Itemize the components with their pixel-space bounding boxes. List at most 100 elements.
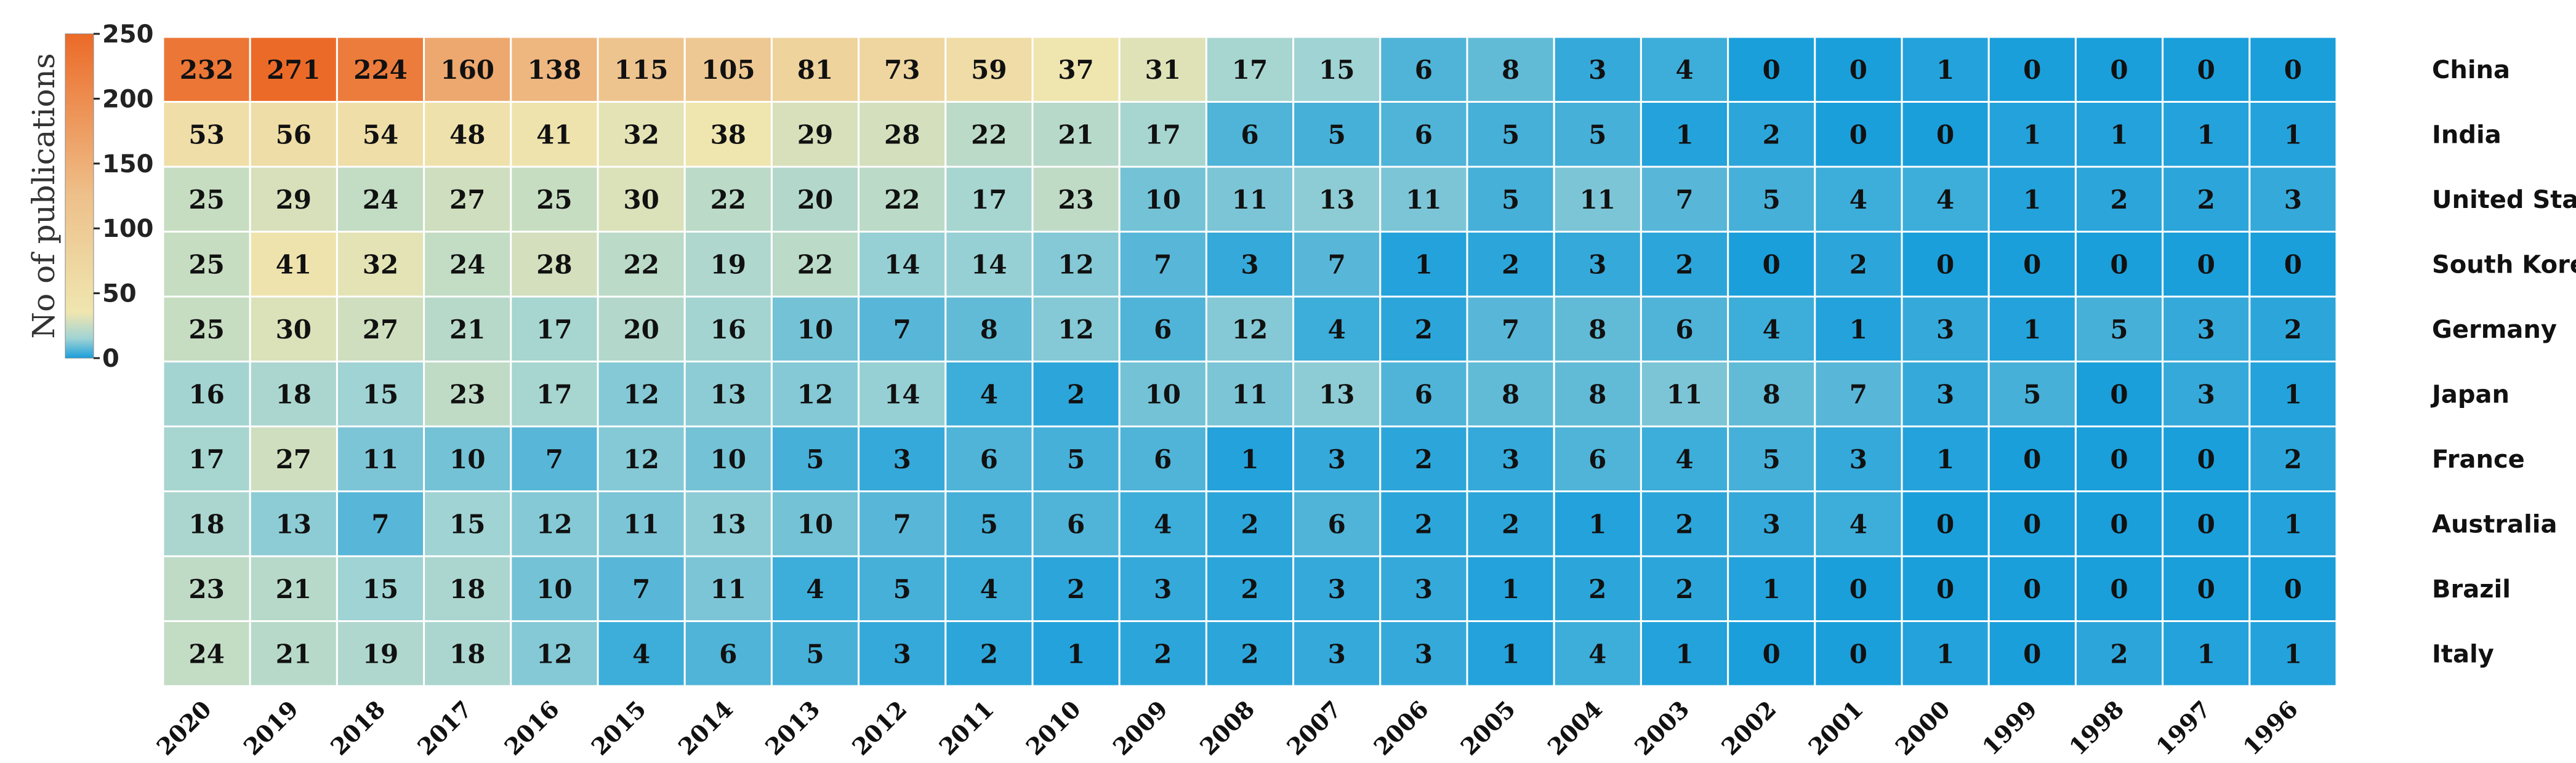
- cell-value-label: 0: [2110, 444, 2128, 474]
- heatmap-cell: [249, 425, 338, 492]
- heatmap-cell: [944, 36, 1034, 103]
- cell-value-label: 4: [1154, 509, 1172, 539]
- heatmap-cell: [683, 101, 773, 168]
- cell-value-label: 3: [1763, 509, 1781, 539]
- cell-value-label: 0: [1849, 55, 1867, 85]
- heatmap-cell: [1118, 101, 1207, 168]
- cell-value-label: 6: [1415, 55, 1433, 85]
- cell-value-label: 0: [1936, 119, 1954, 150]
- heatmap-cell: [1987, 231, 2077, 298]
- cell-value-label: 6: [1588, 444, 1606, 474]
- cell-value-label: 81: [797, 55, 833, 85]
- cell-value-label: 21: [449, 314, 485, 345]
- cell-value-label: 3: [1936, 314, 1954, 345]
- heatmap-cell: [1031, 555, 1121, 622]
- column-labels: 2020 2019 2018 2017 2016 2015 2014 2013 2012 2011…: [151, 695, 2303, 761]
- cell-value-label: 5: [806, 444, 824, 474]
- cell-value-label: 18: [188, 509, 224, 539]
- cell-value-label: 15: [449, 509, 485, 539]
- cell-value-label: 1: [1675, 639, 1693, 669]
- cell-value-label: 3: [893, 639, 911, 669]
- cell-value-label: 6: [1415, 119, 1433, 150]
- heatmap-cell: [944, 555, 1034, 622]
- column-label: 2014: [673, 695, 739, 761]
- cell-value-label: 0: [2110, 55, 2128, 85]
- cell-value-label: 5: [1588, 119, 1606, 150]
- heatmap-cell: [510, 361, 599, 428]
- cell-value-label: 2: [1502, 509, 1519, 539]
- cell-value-label: 1: [1415, 249, 1433, 279]
- heatmap-cell: [1205, 101, 1295, 168]
- heatmap-cell: [1640, 231, 1729, 298]
- heatmap-cell: [1205, 361, 1295, 428]
- heatmap-cell: [249, 555, 338, 622]
- cell-value-label: 37: [1058, 55, 1093, 85]
- column-label: 2000: [1890, 695, 1955, 761]
- heatmap-cell: [858, 231, 947, 298]
- cell-value-label: 0: [1936, 574, 1954, 604]
- heatmap-cell: [1292, 555, 1382, 622]
- cell-value-label: 41: [536, 119, 572, 150]
- cell-value-label: 5: [1067, 444, 1085, 474]
- cell-value-label: 56: [276, 119, 312, 150]
- cell-value-label: 4: [1936, 185, 1954, 215]
- heatmap-cell: [1987, 555, 2077, 622]
- heatmap-cell: [683, 36, 773, 103]
- colorbar: 0 50 100 150 200 250 No of publications: [26, 20, 154, 373]
- column-label: 2008: [1194, 695, 1260, 761]
- heatmap-cell: [1118, 361, 1207, 428]
- heatmap-cell: [1814, 555, 1903, 622]
- cell-value-label: 1: [1936, 444, 1954, 474]
- heatmap-cell: [249, 490, 338, 557]
- column-label: 1997: [2151, 695, 2216, 761]
- cell-value-label: 0: [2023, 444, 2041, 474]
- heatmap-cell: [162, 620, 251, 687]
- cell-value-label: 25: [536, 185, 572, 215]
- heatmap-cell: [1727, 620, 1816, 687]
- heatmap-cell: [1031, 101, 1121, 168]
- heatmap-cell: [1379, 295, 1468, 362]
- cell-value-label: 8: [1763, 379, 1781, 409]
- cell-value-label: 0: [2023, 639, 2041, 669]
- heatmap-cell: [1727, 425, 1816, 492]
- cell-value-label: 2: [1067, 574, 1085, 604]
- cell-value-label: 0: [2110, 249, 2128, 279]
- heatmap-cell: [1640, 295, 1729, 362]
- heatmap-cell: [336, 425, 425, 492]
- heatmap-cell: [1814, 101, 1903, 168]
- cell-value-label: 5: [1502, 119, 1519, 150]
- cell-value-label: 105: [701, 55, 755, 85]
- cell-value-label: 7: [371, 509, 389, 539]
- cell-value-label: 16: [188, 379, 224, 409]
- cell-value-label: 6: [719, 639, 737, 669]
- heatmap-cell: [683, 490, 773, 557]
- cell-value-label: 1: [2284, 639, 2302, 669]
- cell-value-label: 10: [797, 509, 833, 539]
- cell-value-label: 1: [1502, 639, 1519, 669]
- heatmap-cell: [1205, 620, 1295, 687]
- heatmap-cell: [510, 166, 599, 233]
- cell-value-label: 4: [980, 379, 998, 409]
- cell-value-label: 21: [276, 639, 312, 669]
- heatmap-cell: [597, 361, 686, 428]
- heatmap-cell: [1987, 361, 2077, 428]
- heatmap-cells: 232 271 224 160 138 115 105 81 73 59 37 31 17 15 6 8 3 4 0…: [162, 36, 2338, 687]
- cell-value-label: 2: [1588, 574, 1606, 604]
- cell-value-label: 1: [2284, 509, 2302, 539]
- heatmap-cell: [1640, 490, 1729, 557]
- cell-value-label: 5: [2110, 314, 2128, 345]
- cell-value-label: 3: [1936, 379, 1954, 409]
- column-label: 2010: [1020, 695, 1086, 761]
- heatmap-cell: [597, 555, 686, 622]
- cell-value-label: 0: [2023, 574, 2041, 604]
- heatmap-cell: [1118, 295, 1207, 362]
- column-label: 2001: [1803, 695, 1869, 761]
- heatmap-cell: [423, 555, 512, 622]
- cell-value-label: 18: [449, 639, 485, 669]
- cell-value-label: 5: [893, 574, 911, 604]
- heatmap-cell: [683, 295, 773, 362]
- cell-value-label: 19: [710, 249, 746, 279]
- cell-value-label: 3: [1328, 574, 1346, 604]
